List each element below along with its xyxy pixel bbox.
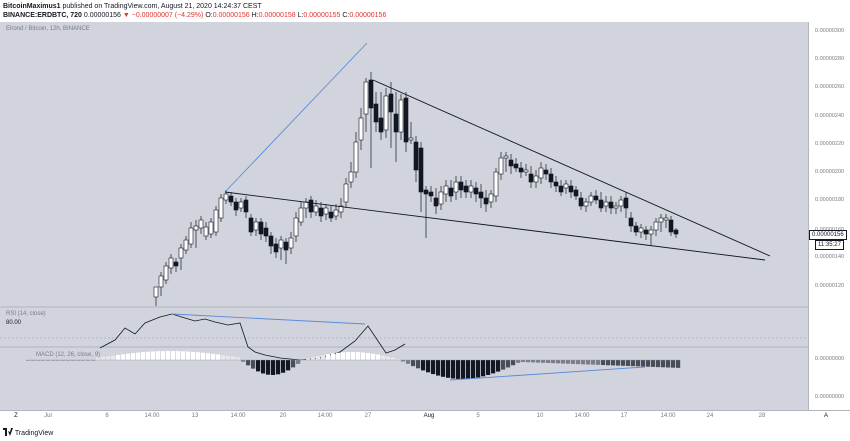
current-price-label: 0.00000156 [809,230,847,240]
price-axis[interactable]: 0.00000300 0.00000280 0.00000260 0.00000… [808,22,850,410]
time-tick: 24 [706,413,714,419]
tradingview-logo-icon [3,428,13,436]
price-tick: 0.00000200 [815,169,845,175]
candles [153,72,679,306]
countdown-label: 11:35:27 [815,240,844,250]
lower-wedge-line[interactable] [224,191,766,261]
time-tick: 14:00 [660,413,676,419]
c-value: 0.00000156 [349,12,387,19]
macd-divergence-line[interactable] [449,366,646,381]
price-tick: 0.00000120 [815,283,845,289]
axis-corner-right[interactable]: A [823,413,829,419]
time-tick: 14:00 [230,413,246,419]
upper-wedge-line[interactable] [372,79,771,257]
tradingview-logo[interactable]: TradingView [3,428,54,437]
rsi-line [99,313,406,361]
last-price: 0.00000156 [83,12,121,19]
h-label: H: [251,12,259,19]
l-value: 0.00000155 [303,12,341,19]
pair-label: Elrond / Bitcoin, 12h, BINANCE [6,26,90,32]
rsi-divergence-line[interactable] [171,313,366,325]
chart-panel[interactable]: Elrond / Bitcoin, 12h, BINANCE RSI (14, … [0,22,808,410]
ohlc-line: BINANCE:ERDBTC, 720 0.00000156 ▼ −0.0000… [3,11,386,20]
footer: TradingView [0,424,850,441]
axis-corner-left[interactable]: Z [14,413,18,419]
price-tick: 0.00000240 [815,113,845,119]
h-value: 0.00000158 [258,12,296,19]
time-tick: 10 [536,413,544,419]
price-tick: 0.00000140 [815,254,845,260]
time-tick: 14:00 [144,413,160,419]
macd-label: MACD (12, 26, close, 9) [36,352,101,358]
publish-text: published on TradingView.com, August 21,… [60,3,262,10]
price-tick: 0.00000220 [815,141,845,147]
time-tick: Jul [44,413,52,419]
price-tick: 0.00000280 [815,56,845,62]
publish-info: BitcoinMaximus1 published on TradingView… [3,2,262,11]
time-axis[interactable]: Z Jul 6 14:00 13 14:00 20 14:00 27 Aug 5… [0,410,850,424]
time-tick: 6 [105,413,109,419]
time-tick: 27 [364,413,372,419]
time-tick: 20 [279,413,287,419]
publisher-name[interactable]: BitcoinMaximus1 [3,3,61,10]
price-tick: 0.00000260 [815,84,845,90]
o-value: 0.00000156 [212,12,250,19]
macd-tick: 0.00000000 [815,356,845,362]
rsi-label: RSI (14, close) [6,311,46,317]
time-tick: 14:00 [574,413,590,419]
time-tick: 5 [476,413,480,419]
price-tick: 0.00000180 [815,197,845,203]
time-tick: Aug [423,413,435,419]
logo-text: TradingView [14,429,54,437]
rsi-level-label: 80.00 [6,320,22,326]
chart-header: BitcoinMaximus1 published on TradingView… [0,0,850,22]
time-tick: 28 [758,413,766,419]
l-label: L: [297,12,304,19]
o-label: O: [205,12,213,19]
c-label: C: [342,12,350,19]
time-tick: 13 [191,413,199,419]
macd-tick: 0.00000000 [815,394,845,400]
symbol-label[interactable]: BINANCE:ERDBTC, 720 [3,12,82,19]
time-tick: 17 [620,413,628,419]
change-value: ▼ −0.00000007 (−4.29%) [122,12,204,19]
macd-histogram [26,351,681,379]
time-tick: 14:00 [317,413,333,419]
chart-canvas[interactable] [0,22,808,410]
blue-trend-line[interactable] [224,42,368,193]
price-tick: 0.00000300 [815,28,845,34]
